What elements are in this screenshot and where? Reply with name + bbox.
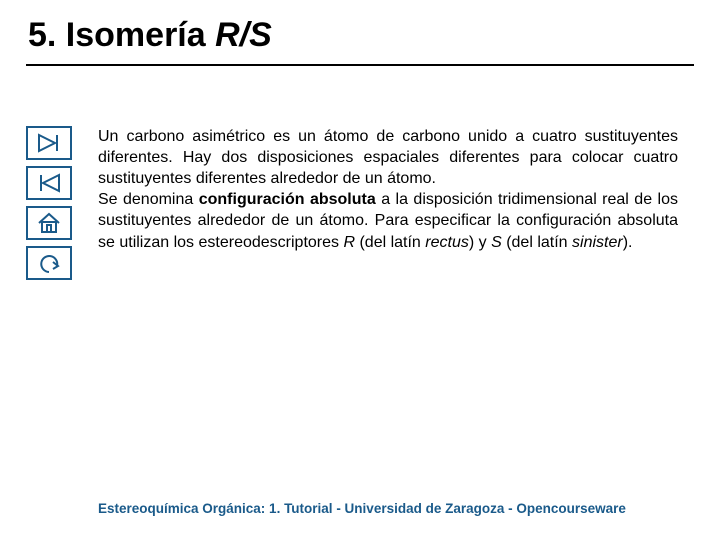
home-icon — [36, 212, 62, 234]
p2-and: ) y — [469, 234, 491, 251]
p2-rlat: (del latín — [355, 234, 425, 251]
p2-pre: Se denomina — [98, 191, 199, 208]
p2-bold: configuración absoluta — [199, 191, 376, 208]
p1-text: Un carbono asimétrico es un átomo de car… — [98, 128, 678, 187]
play-back-icon — [35, 173, 63, 193]
nav-column — [26, 126, 72, 280]
footer-text: Estereoquímica Orgánica: 1. Tutorial - U… — [98, 501, 698, 516]
title-rs: R/S — [215, 16, 272, 54]
forward-button[interactable] — [26, 126, 72, 160]
p2-end: ). — [623, 234, 633, 251]
back-button[interactable] — [26, 166, 72, 200]
p2-s: S — [491, 234, 502, 251]
body-text: Un carbono asimétrico es un átomo de car… — [98, 126, 678, 253]
play-forward-icon — [35, 133, 63, 153]
p2-slat: (del latín — [502, 234, 572, 251]
p2-r: R — [343, 234, 355, 251]
p2-rectus: rectus — [425, 234, 469, 251]
undo-icon — [35, 252, 63, 274]
undo-button[interactable] — [26, 246, 72, 280]
page-title: 5. Isomería R/S — [28, 16, 272, 55]
home-button[interactable] — [26, 206, 72, 240]
p2-sinister: sinister — [572, 234, 623, 251]
title-prefix: 5. Isomería — [28, 16, 215, 54]
title-underline — [26, 64, 694, 66]
paragraph-1: Un carbono asimétrico es un átomo de car… — [98, 126, 678, 189]
paragraph-2: Se denomina configuración absoluta a la … — [98, 189, 678, 252]
